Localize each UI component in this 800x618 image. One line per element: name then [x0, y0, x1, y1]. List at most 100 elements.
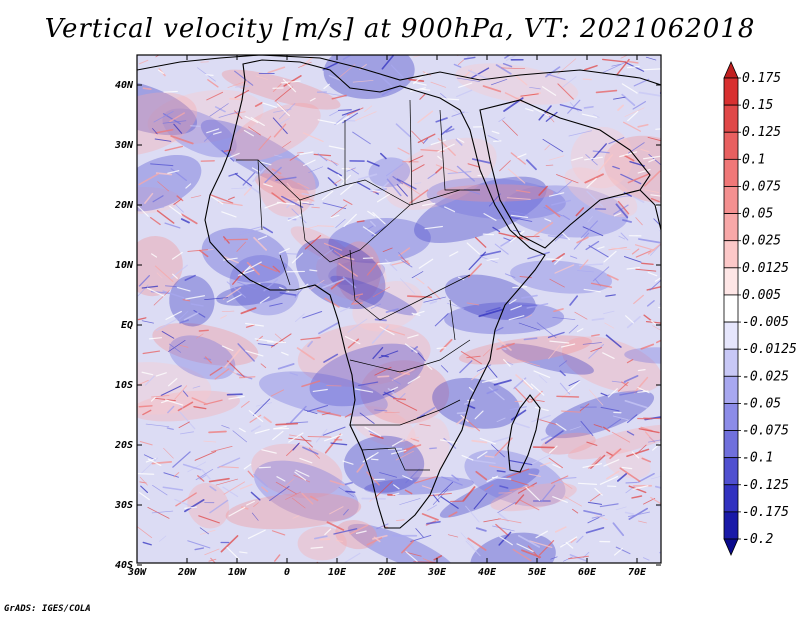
field-streak [153, 111, 174, 123]
field-streak [331, 204, 348, 218]
field-streak [590, 282, 613, 288]
field-streak [379, 326, 395, 336]
field-streak [272, 117, 288, 135]
field-streak [488, 386, 505, 401]
field-streak [150, 396, 156, 402]
field-streak [349, 524, 369, 535]
field-streak [228, 196, 235, 201]
field-streak [223, 255, 239, 264]
field-streak [520, 499, 540, 511]
field-streak [487, 135, 501, 142]
field-streak [447, 302, 465, 310]
field-streak [209, 366, 223, 376]
field-streak [429, 447, 437, 450]
field-streak [533, 107, 549, 117]
field-streak [540, 435, 552, 441]
field-streak [187, 540, 211, 549]
field-streak [417, 352, 426, 362]
field-streak [298, 61, 312, 68]
field-streak [616, 58, 630, 76]
field-streak [272, 83, 283, 92]
field-streak [302, 132, 324, 143]
field-streak [240, 400, 250, 408]
field-streak [382, 327, 406, 336]
lon-tick-label: 10W [228, 567, 247, 578]
field-streak [418, 258, 434, 269]
field-patch [221, 69, 341, 110]
field-streak [231, 187, 247, 190]
field-streak [494, 243, 509, 255]
field-streak [248, 410, 264, 422]
field-streak [650, 496, 661, 505]
field-streak [468, 251, 487, 271]
field-streak [226, 294, 242, 303]
colorbar-box [723, 375, 739, 404]
field-streak [400, 181, 421, 195]
field-streak [421, 485, 432, 490]
field-streak [344, 335, 361, 345]
field-streak [210, 195, 224, 205]
field-streak [597, 154, 613, 172]
field-streak [440, 97, 460, 101]
field-streak [435, 164, 458, 174]
field-streak [281, 351, 289, 356]
latitude-ticks: 40N 30N 20N 10N EQ 10S 20S 30S 40S [114, 80, 661, 571]
field-streak [204, 356, 212, 364]
field-streak [409, 189, 429, 204]
field-streak [138, 405, 153, 408]
field-streak [355, 530, 367, 534]
field-streak [628, 485, 647, 494]
field-streak [327, 167, 342, 177]
colorbar-label: 0.005 [742, 288, 781, 303]
field-streak [642, 155, 661, 160]
field-streak [171, 251, 183, 260]
field-streak [178, 410, 196, 430]
field-streak [137, 205, 149, 217]
field-streak [156, 272, 163, 279]
field-streak [411, 164, 425, 172]
field-streak [557, 478, 573, 489]
field-streak [148, 337, 163, 340]
field-streak [414, 475, 437, 484]
field-streak [289, 372, 299, 376]
colorbar-box [723, 267, 739, 296]
field-streak [274, 86, 293, 102]
field-patch [564, 167, 638, 218]
chart-title: Vertical velocity [m/s] at 900hPa, VT: 2… [44, 14, 756, 44]
field-streak [564, 496, 582, 507]
field-streak [456, 165, 475, 182]
field-streak [396, 519, 405, 522]
field-streak [327, 177, 338, 187]
field-streak [660, 469, 661, 472]
field-streak [314, 535, 328, 540]
field-streak [303, 159, 316, 167]
field-streak [617, 381, 629, 392]
field-streak [275, 176, 297, 181]
field-streak [625, 481, 638, 484]
field-streak [251, 512, 259, 521]
field-streak [404, 489, 413, 495]
field-streak [493, 379, 512, 386]
field-streak [375, 481, 393, 498]
field-streak [499, 485, 509, 489]
field-streak [237, 343, 255, 362]
field-streak [382, 389, 395, 396]
field-streak [170, 135, 194, 145]
field-streak [279, 292, 297, 296]
field-streak [538, 540, 555, 556]
field-streak [510, 152, 526, 165]
field-streak [273, 123, 287, 138]
field-streak [229, 97, 244, 101]
field-streak [398, 247, 411, 257]
field-streak [179, 319, 189, 324]
field-streak [381, 55, 394, 70]
field-streak [538, 375, 548, 384]
field-streak [638, 91, 661, 97]
field-streak [194, 450, 217, 461]
field-streak [234, 173, 252, 187]
field-streak [370, 303, 381, 309]
field-streak [650, 475, 661, 480]
field-streak [614, 212, 622, 217]
field-streak [183, 312, 199, 321]
colorbar-label: -0.0125 [742, 342, 797, 357]
